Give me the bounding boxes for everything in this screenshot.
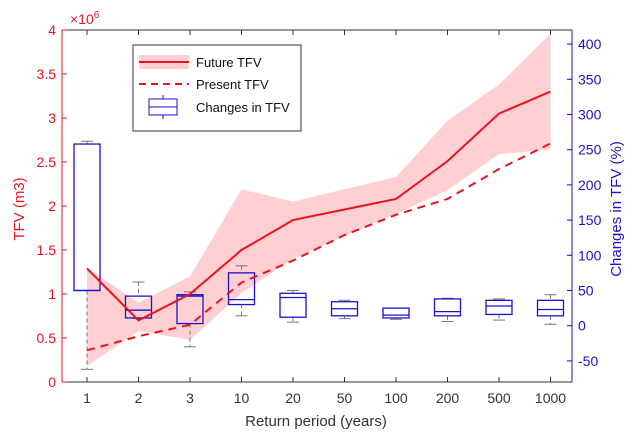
left-tick-label-2.5: 2.5 bbox=[37, 154, 57, 170]
box-10 bbox=[227, 272, 256, 306]
legend-future-label: Future TFV bbox=[196, 55, 262, 70]
right-tick-label--50: -50 bbox=[578, 353, 598, 369]
future-tfv-line bbox=[86, 90, 551, 322]
legend-changes-label: Changes in TFV bbox=[196, 100, 290, 115]
x-tick-label-20: 20 bbox=[285, 390, 301, 406]
box-100 bbox=[382, 307, 410, 319]
x-tick-label-10: 10 bbox=[234, 390, 250, 406]
legend-present-label: Present TFV bbox=[196, 77, 269, 92]
x-tick-label-2: 2 bbox=[135, 390, 143, 406]
box-200 bbox=[433, 298, 462, 317]
right-tick-label-300: 300 bbox=[578, 106, 602, 122]
right-tick-label-150: 150 bbox=[578, 212, 602, 228]
x-tick-label-50: 50 bbox=[337, 390, 353, 406]
x-tick-label-500: 500 bbox=[487, 390, 511, 406]
box-20 bbox=[279, 292, 307, 318]
legend: Future TFV Present TFV Changes in TFV bbox=[132, 44, 302, 132]
left-axis-title: TFV (m3) bbox=[11, 177, 28, 240]
box-1000 bbox=[536, 299, 565, 317]
box-whiskers bbox=[81, 140, 557, 370]
x-tick-label-1000: 1000 bbox=[535, 390, 566, 406]
x-axis-title: Return period (years) bbox=[245, 413, 387, 430]
right-tick-label-0: 0 bbox=[578, 318, 586, 334]
left-tick-label-3.5: 3.5 bbox=[37, 66, 57, 82]
right-axis-title: Changes in TFV (%) bbox=[608, 141, 625, 277]
present-tfv-line bbox=[86, 142, 551, 352]
left-tick-label-0.5: 0.5 bbox=[37, 330, 57, 346]
x-axis-ticks: 1 2 3 10 20 50 100 200 500 1000 bbox=[83, 30, 566, 406]
left-tick-label-2: 2 bbox=[48, 198, 56, 214]
right-tick-label-100: 100 bbox=[578, 247, 602, 263]
x-tick-label-200: 200 bbox=[436, 390, 460, 406]
right-tick-label-400: 400 bbox=[578, 36, 602, 52]
left-tick-label-1: 1 bbox=[48, 286, 56, 302]
right-tick-label-50: 50 bbox=[578, 282, 594, 298]
left-tick-label-1.5: 1.5 bbox=[37, 242, 57, 258]
right-axis-ticks: -50 0 50 100 150 200 250 300 350 400 bbox=[567, 36, 602, 369]
box-500 bbox=[485, 299, 513, 316]
x-tick-label-1: 1 bbox=[83, 390, 91, 406]
left-exponent-label: ×106 bbox=[70, 10, 100, 27]
x-tick-label-3: 3 bbox=[186, 390, 194, 406]
right-tick-label-350: 350 bbox=[578, 71, 602, 87]
left-tick-label-3: 3 bbox=[48, 110, 56, 126]
left-tick-label-4: 4 bbox=[48, 22, 56, 38]
x-tick-label-100: 100 bbox=[384, 390, 408, 406]
left-tick-label-0: 0 bbox=[48, 374, 56, 390]
tfv-lines bbox=[86, 90, 551, 352]
right-tick-label-200: 200 bbox=[578, 177, 602, 193]
right-tick-label-250: 250 bbox=[578, 142, 602, 158]
left-axis-ticks: 0 0.5 1 1.5 2 2.5 3 3.5 4 bbox=[37, 22, 67, 390]
